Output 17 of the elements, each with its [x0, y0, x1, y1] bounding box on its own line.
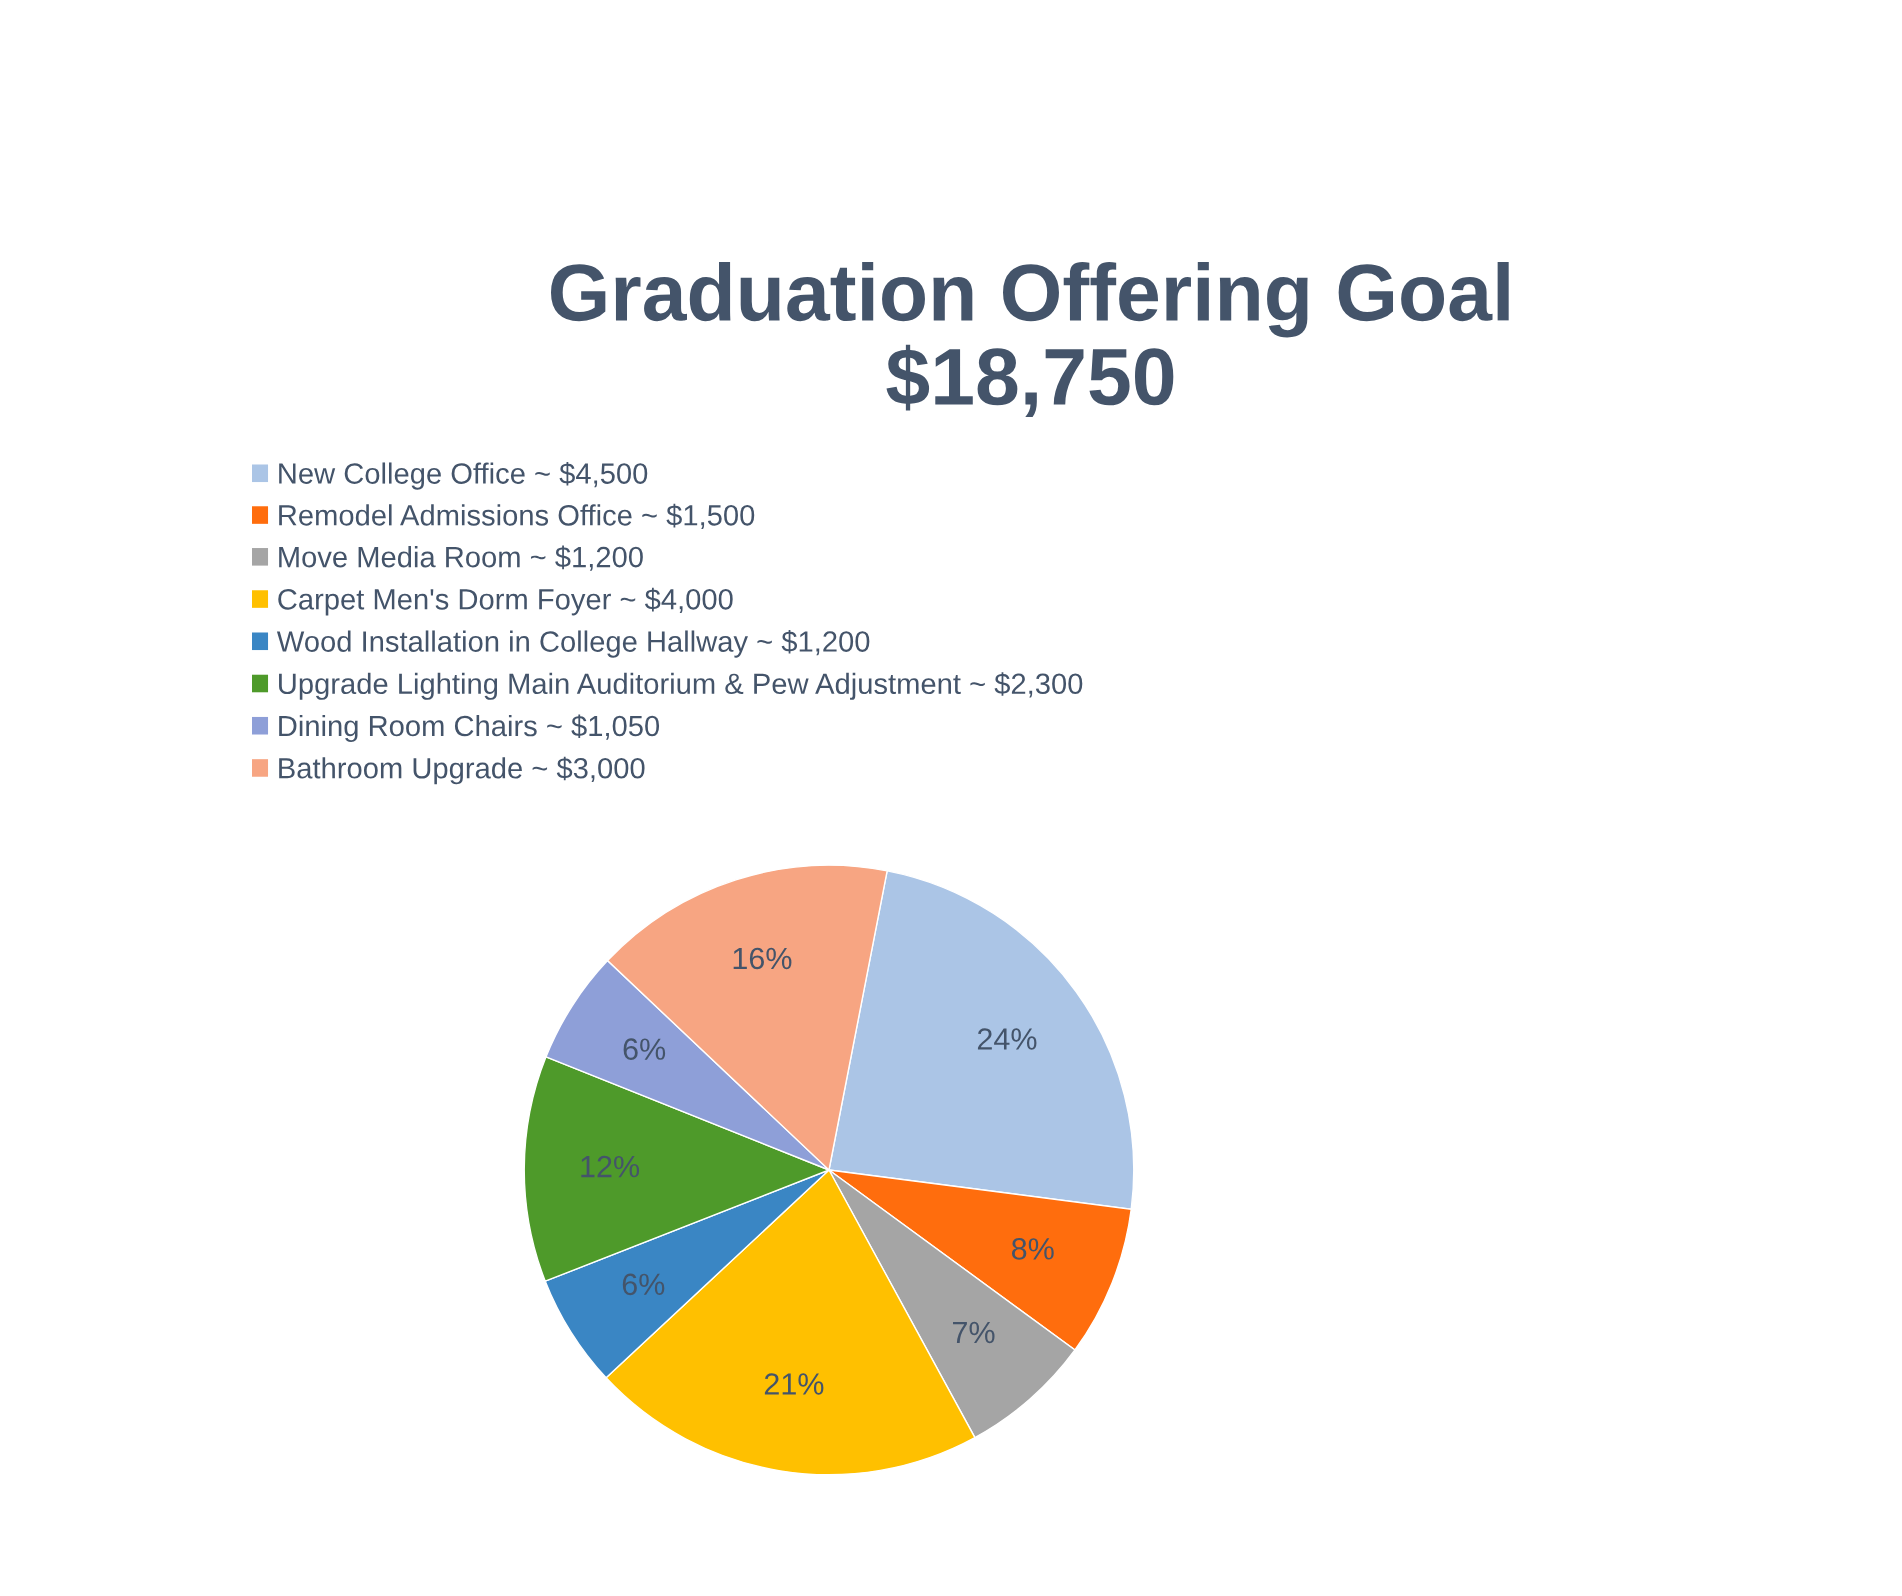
- data-label: 21%: [764, 1373, 824, 1395]
- data-label: 16%: [733, 947, 792, 970]
- data-label: 6%: [622, 1273, 665, 1296]
- data-label: 8%: [1011, 1238, 1054, 1260]
- legend-label: Upgrade Lighting Main Auditorium & Pew Adjustment ~ $2,300: [279, 672, 1083, 700]
- legend-label: Bathroom Upgrade ~ $3,000: [279, 756, 645, 785]
- legend-label: Dining Room Chairs ~ $1,050: [279, 714, 660, 743]
- legend-label: Wood Installation in College Hallway ~ $1,200: [276, 630, 870, 658]
- data-label: 24%: [977, 1028, 1037, 1050]
- data-label: 7%: [953, 1321, 995, 1344]
- legend-label: Move Media Room ~ $1,200: [279, 545, 643, 571]
- data-label: 6%: [623, 1038, 666, 1060]
- chart-title: Graduation Offering Goal $18,750: [550, 262, 1509, 418]
- legend-label: Carpet Men's Dorm Foyer ~ $4,000: [278, 587, 733, 616]
- legend-label: New College Office ~ $4,500: [279, 462, 648, 490]
- data-label: 12%: [581, 1155, 640, 1178]
- legend-label: Remodel Admissions Office ~ $1,500: [279, 503, 755, 530]
